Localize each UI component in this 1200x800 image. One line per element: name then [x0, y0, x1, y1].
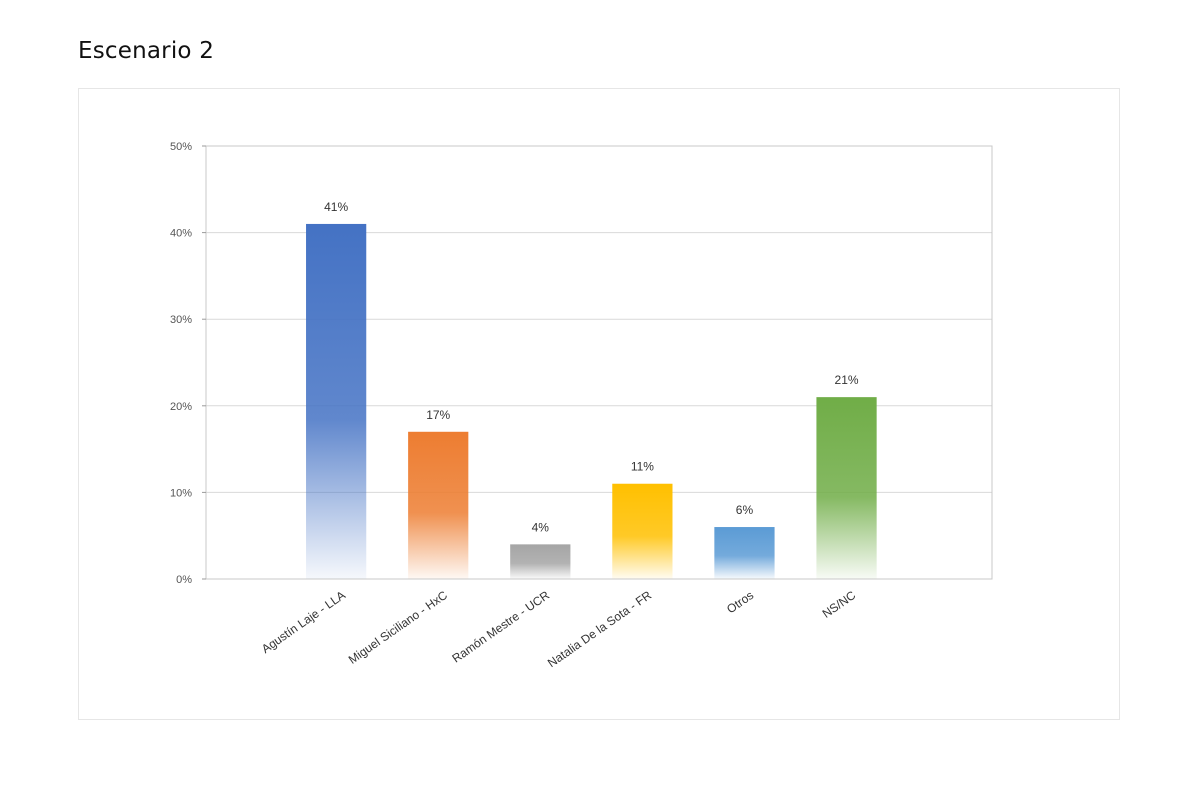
category-label: Ramón Mestre - UCR [449, 588, 552, 666]
y-tick-label: 10% [170, 487, 192, 499]
data-label: 17% [426, 408, 450, 422]
category-label: Natalia De la Sota - FR [545, 588, 654, 670]
bar-1 [306, 223, 367, 579]
category-label: Agustín Laje - LLA [259, 588, 348, 656]
bar-6 [816, 397, 877, 579]
bar-3 [510, 544, 571, 579]
chart-frame [78, 88, 1120, 720]
y-tick-label: 30% [170, 314, 192, 326]
y-tick-label: 50% [170, 141, 192, 153]
bar-2 [408, 431, 469, 579]
y-tick-label: 0% [176, 574, 192, 586]
plot-area-border [205, 145, 993, 580]
data-label: 11% [631, 460, 654, 474]
page-title: Escenario 2 [78, 38, 215, 64]
data-label: 4% [532, 520, 550, 534]
data-label: 41% [324, 200, 348, 214]
bar-4 [612, 483, 673, 579]
y-tick-label: 40% [170, 228, 192, 240]
data-label: 6% [736, 503, 754, 517]
bar-5 [714, 527, 775, 579]
category-label: Otros [724, 588, 756, 616]
category-label: NS/NC [820, 588, 859, 621]
y-tick-label: 20% [170, 401, 192, 413]
category-label: Miguel Siciliano - HxC [346, 588, 450, 667]
data-label: 21% [835, 373, 859, 387]
